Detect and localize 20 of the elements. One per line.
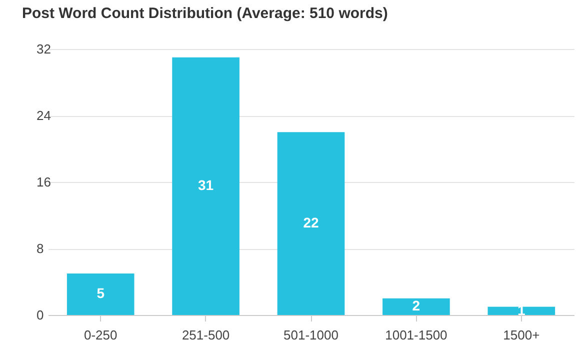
x-tick-label: 251-500 — [182, 328, 230, 342]
bar — [488, 306, 556, 315]
y-tick-label: 32 — [36, 42, 51, 56]
data-label: 31 — [198, 177, 214, 194]
bar — [66, 273, 134, 315]
bar — [382, 298, 450, 315]
y-tick-label: 24 — [36, 108, 51, 123]
chart-title: Post Word Count Distribution (Average: 510 words) — [22, 5, 388, 22]
data-label: 22 — [303, 214, 319, 231]
bar — [172, 57, 240, 315]
x-tick-label: 1500+ — [503, 328, 540, 342]
x-tick-label: 0-250 — [84, 328, 118, 342]
data-label: 2 — [412, 298, 420, 314]
y-tick-label: 0 — [36, 308, 44, 322]
x-tick-label: 501-1000 — [284, 328, 338, 342]
y-tick-label: 8 — [36, 241, 44, 256]
x-tick-label: 1001-1500 — [385, 328, 448, 342]
bar — [277, 132, 345, 315]
y-tick-label: 16 — [36, 174, 51, 190]
data-label: 5 — [96, 285, 105, 302]
